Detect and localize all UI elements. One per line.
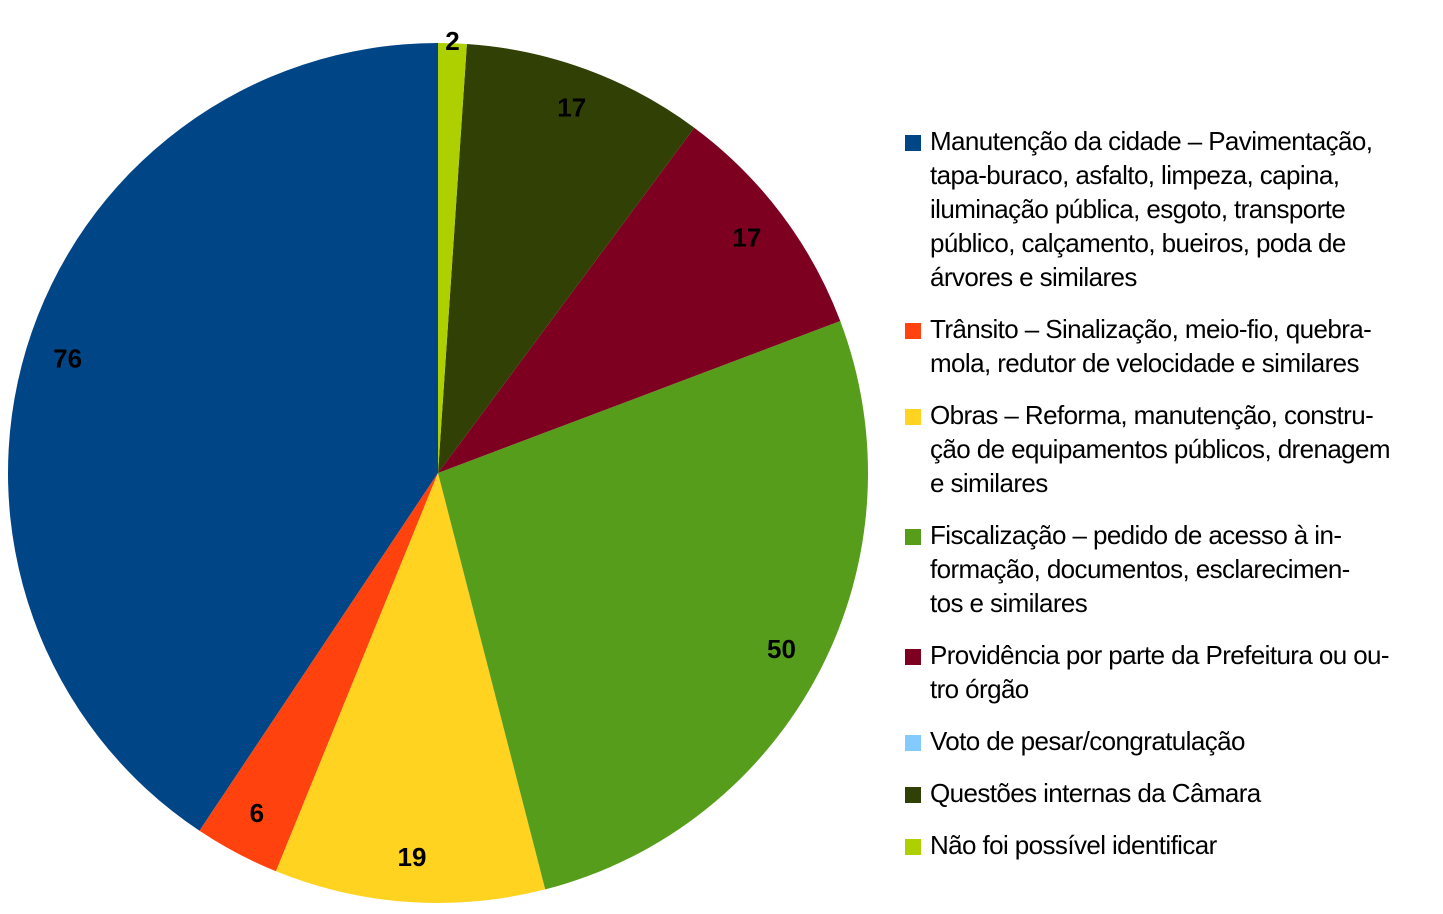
pie-slice <box>275 473 546 903</box>
legend-label: Questões internas da Câmara <box>930 778 1262 808</box>
legend-swatch <box>905 839 921 855</box>
pie-slice <box>438 43 695 474</box>
data-label: 2 <box>445 26 459 56</box>
legend-label: Trânsito – Sinalização, meio-fio, quebra… <box>930 314 1371 378</box>
legend-swatch <box>905 135 921 151</box>
legend-label: Voto de pesar/congratulação <box>930 726 1245 756</box>
data-label: 50 <box>767 634 796 664</box>
legend-swatch <box>905 529 921 545</box>
legend-swatch <box>905 409 921 425</box>
legend-swatch <box>905 323 921 339</box>
data-label: 19 <box>398 842 427 872</box>
legend-swatch <box>905 787 921 803</box>
legend-swatch <box>905 649 921 665</box>
data-label: 17 <box>732 223 761 253</box>
pie-slice <box>438 321 868 890</box>
legend-swatch <box>905 735 921 751</box>
legend-label: Providência por parte da Prefeitura ou o… <box>930 640 1389 704</box>
pie-slice <box>438 43 467 473</box>
pie-slice <box>438 127 841 473</box>
legend-label: Obras – Reforma, manutenção, constru-ção… <box>930 400 1390 498</box>
pie-slice <box>8 43 438 831</box>
data-label: 6 <box>250 798 264 828</box>
data-label: 17 <box>557 93 586 123</box>
pie-slice <box>199 473 438 872</box>
legend-label: Manutenção da cidade – Pavimentação, tapa… <box>930 126 1372 292</box>
legend-label: Não foi possível identificar <box>930 830 1218 860</box>
legend-label: Fiscalização – pedido de acesso à in-for… <box>930 520 1350 618</box>
data-label: 76 <box>53 344 82 374</box>
